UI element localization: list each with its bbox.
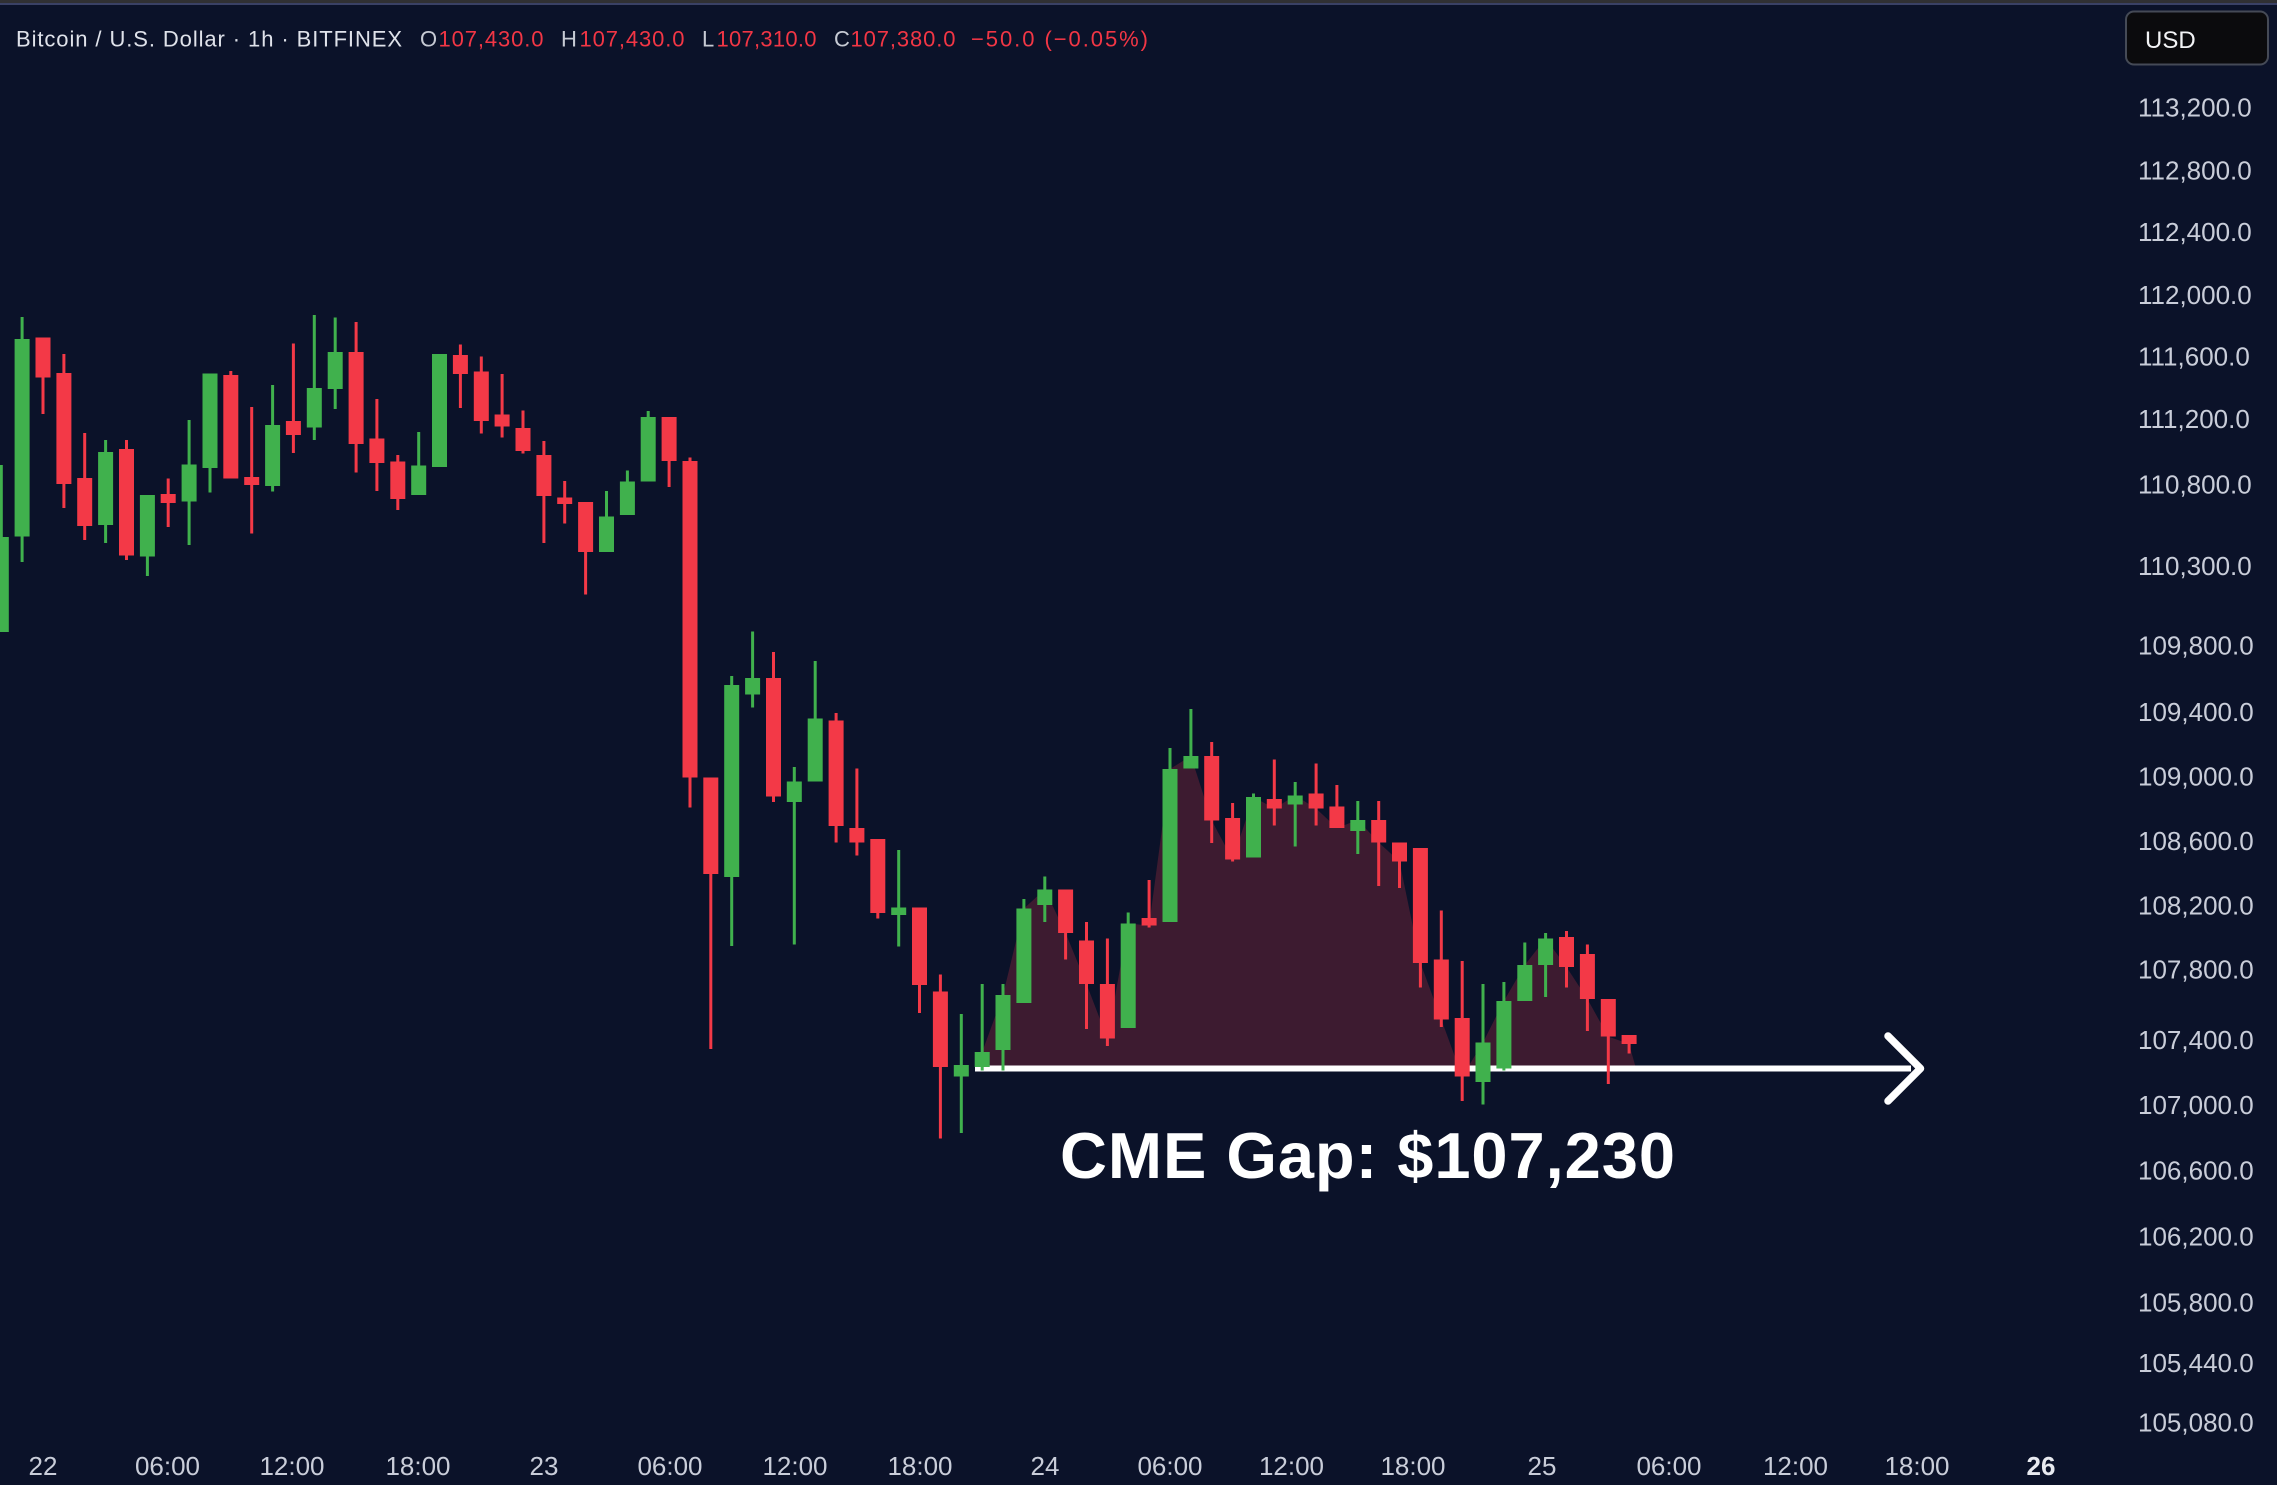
- svg-text:107,400.0: 107,400.0: [2138, 1025, 2254, 1055]
- svg-text:112,400.0: 112,400.0: [2138, 217, 2252, 247]
- svg-text:107,000.0: 107,000.0: [2138, 1090, 2254, 1120]
- svg-text:18:00: 18:00: [1380, 1451, 1445, 1481]
- svg-text:106,200.0: 106,200.0: [2138, 1222, 2254, 1252]
- svg-text:Bitcoin / U.S. Dollar · 1h · B: Bitcoin / U.S. Dollar · 1h · BITFINEX: [16, 27, 402, 52]
- svg-text:109,400.0: 109,400.0: [2138, 697, 2254, 727]
- svg-text:108,200.0: 108,200.0: [2138, 891, 2254, 921]
- svg-text:107,800.0: 107,800.0: [2138, 955, 2254, 985]
- svg-text:107,380.0: 107,380.0: [851, 27, 956, 52]
- svg-text:CME Gap: $107,230: CME Gap: $107,230: [1060, 1119, 1675, 1192]
- svg-text:H: H: [561, 27, 577, 52]
- svg-text:107,310.0: 107,310.0: [717, 27, 817, 52]
- svg-text:12:00: 12:00: [1763, 1451, 1828, 1481]
- svg-text:12:00: 12:00: [259, 1451, 324, 1481]
- svg-text:110,800.0: 110,800.0: [2138, 470, 2252, 500]
- svg-text:109,000.0: 109,000.0: [2138, 762, 2254, 792]
- svg-text:108,600.0: 108,600.0: [2138, 826, 2254, 856]
- svg-text:18:00: 18:00: [1884, 1451, 1949, 1481]
- svg-text:26: 26: [2027, 1451, 2056, 1481]
- svg-text:111,600.0: 111,600.0: [2138, 342, 2250, 372]
- svg-text:25: 25: [1528, 1451, 1557, 1481]
- svg-text:22: 22: [29, 1451, 58, 1481]
- svg-text:112,000.0: 112,000.0: [2138, 280, 2252, 310]
- svg-text:105,080.0: 105,080.0: [2138, 1408, 2254, 1438]
- svg-text:06:00: 06:00: [637, 1451, 702, 1481]
- svg-text:107,430.0: 107,430.0: [580, 27, 685, 52]
- svg-text:111,200.0: 111,200.0: [2138, 404, 2250, 434]
- svg-text:24: 24: [1031, 1451, 1060, 1481]
- svg-text:105,800.0: 105,800.0: [2138, 1288, 2254, 1318]
- svg-text:18:00: 18:00: [887, 1451, 952, 1481]
- svg-text:113,200.0: 113,200.0: [2138, 93, 2252, 123]
- svg-text:−50.0 (−0.05%): −50.0 (−0.05%): [971, 27, 1148, 52]
- svg-text:23: 23: [530, 1451, 559, 1481]
- svg-text:109,800.0: 109,800.0: [2138, 631, 2254, 661]
- svg-text:12:00: 12:00: [1259, 1451, 1324, 1481]
- svg-text:L: L: [702, 27, 714, 52]
- svg-text:12:00: 12:00: [762, 1451, 827, 1481]
- svg-text:18:00: 18:00: [385, 1451, 450, 1481]
- svg-text:06:00: 06:00: [1137, 1451, 1202, 1481]
- svg-text:06:00: 06:00: [135, 1451, 200, 1481]
- svg-text:06:00: 06:00: [1636, 1451, 1701, 1481]
- svg-text:110,300.0: 110,300.0: [2138, 551, 2252, 581]
- svg-text:USD: USD: [2145, 27, 2196, 54]
- svg-text:O: O: [420, 27, 437, 52]
- svg-text:112,800.0: 112,800.0: [2138, 156, 2252, 186]
- svg-text:C: C: [834, 27, 850, 52]
- svg-text:106,600.0: 106,600.0: [2138, 1156, 2254, 1186]
- svg-text:107,430.0: 107,430.0: [439, 27, 544, 52]
- svg-text:105,440.0: 105,440.0: [2138, 1348, 2254, 1378]
